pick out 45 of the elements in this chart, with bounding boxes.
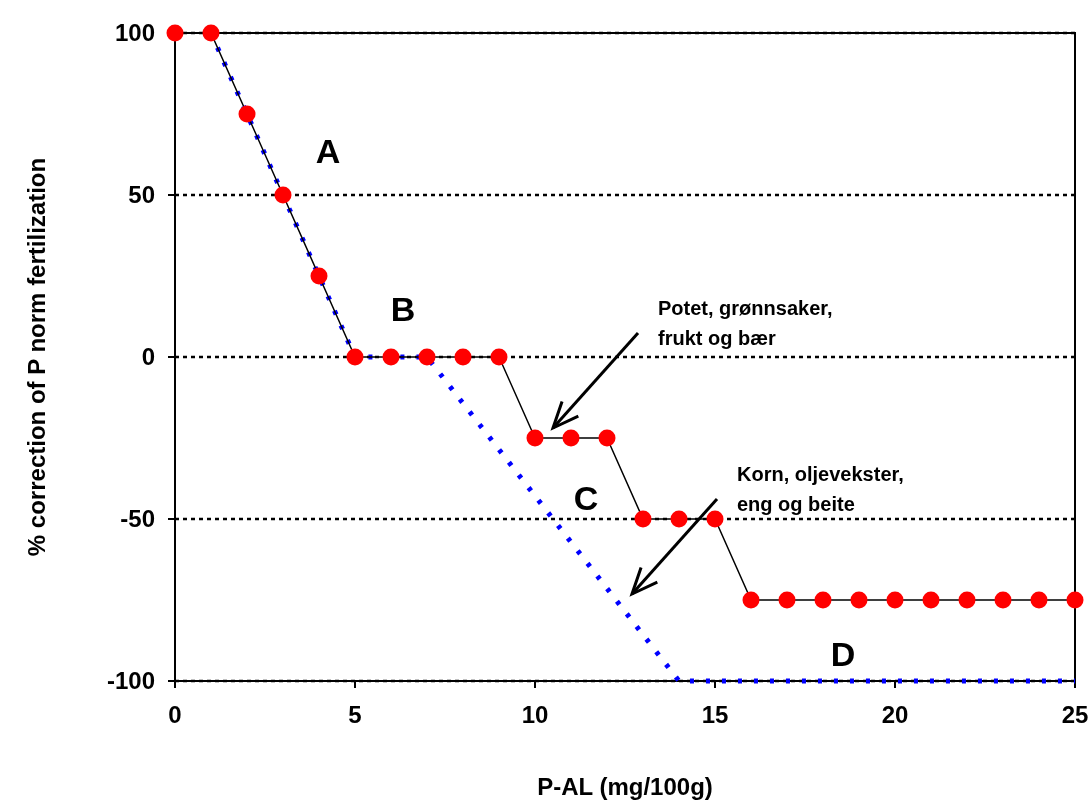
annotation: Korn, oljevekster, eng og beite	[737, 463, 904, 515]
point	[958, 591, 976, 609]
point	[310, 267, 328, 285]
point	[1030, 591, 1048, 609]
point	[922, 591, 940, 609]
point	[994, 591, 1012, 609]
y-tick-label: 100	[114, 19, 155, 46]
point	[490, 348, 508, 366]
x-tick-label: 20	[881, 701, 909, 728]
annotation: C	[573, 479, 599, 517]
annotation: D	[830, 635, 856, 673]
x-tick-label: 5	[348, 701, 362, 728]
point	[274, 186, 292, 204]
point	[778, 591, 796, 609]
x-tick-label: 15	[701, 701, 729, 728]
point	[346, 348, 364, 366]
y-tick-label: -50	[120, 505, 155, 532]
point	[742, 591, 760, 609]
point	[382, 348, 400, 366]
point	[1066, 591, 1084, 609]
point	[166, 24, 184, 42]
point	[562, 429, 580, 447]
annotation: A	[315, 132, 341, 170]
point	[454, 348, 472, 366]
point	[886, 591, 904, 609]
annotation: B	[390, 290, 416, 328]
point	[202, 24, 220, 42]
x-axis-title: P-AL (mg/100g)	[537, 773, 713, 800]
annotation: Potet, grønnsaker, frukt og bær	[658, 297, 833, 349]
point	[814, 591, 832, 609]
x-tick-label: 25	[1061, 701, 1089, 728]
y-tick-label: -100	[106, 667, 155, 694]
x-tick-label: 0	[168, 701, 182, 728]
point	[670, 510, 688, 528]
point	[418, 348, 436, 366]
y-tick-label: 0	[141, 343, 155, 370]
y-tick-label: 50	[128, 181, 155, 208]
point	[526, 429, 544, 447]
point	[706, 510, 724, 528]
y-axis-title: % correction of P norm fertilization	[23, 157, 50, 557]
point	[850, 591, 868, 609]
point	[634, 510, 652, 528]
x-tick-label: 10	[521, 701, 549, 728]
point	[238, 105, 256, 123]
point	[598, 429, 616, 447]
